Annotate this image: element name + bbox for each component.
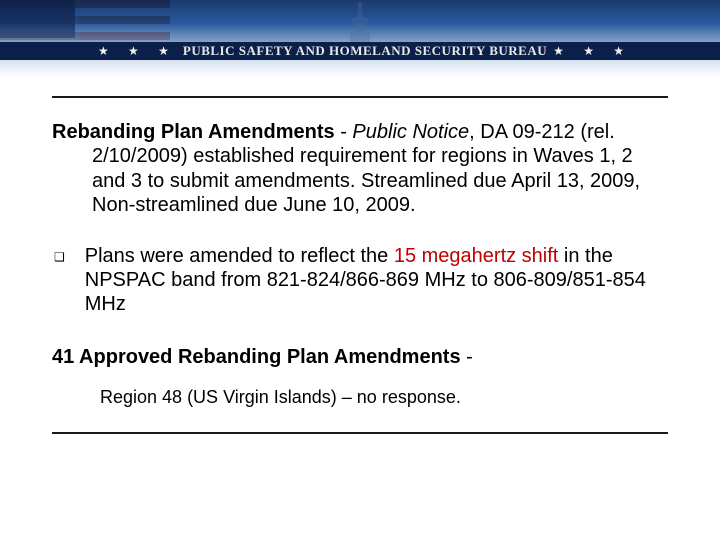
bullet-item: ❑ Plans were amended to reflect the 15 m… bbox=[52, 244, 668, 317]
para1-italic: Public Notice bbox=[352, 121, 469, 143]
para1-heading: Rebanding Plan Amendments bbox=[52, 121, 335, 143]
bullet-icon: ❑ bbox=[52, 244, 65, 317]
approved-amendments-heading: 41 Approved Rebanding Plan Amendments - bbox=[52, 345, 668, 370]
para3-bold: 41 Approved Rebanding Plan Amendments bbox=[52, 346, 461, 368]
region-48-note: Region 48 (US Virgin Islands) – no respo… bbox=[52, 386, 668, 409]
stars-left: ★ ★ ★ bbox=[88, 44, 177, 58]
title-strip: ★ ★ ★ PUBLIC SAFETY AND HOMELAND SECURIT… bbox=[0, 42, 720, 60]
stars-right: ★ ★ ★ bbox=[553, 44, 632, 58]
para1-dash: - bbox=[335, 121, 353, 143]
bottom-divider bbox=[52, 432, 668, 434]
para3-trail: - bbox=[461, 346, 473, 368]
rebanding-amendments-paragraph: Rebanding Plan Amendments - Public Notic… bbox=[52, 120, 668, 218]
header-banner: ★ ★ ★ PUBLIC SAFETY AND HOMELAND SECURIT… bbox=[0, 0, 720, 78]
bureau-title: PUBLIC SAFETY AND HOMELAND SECURITY BURE… bbox=[183, 43, 547, 59]
bullet-pre: Plans were amended to reflect the bbox=[85, 245, 394, 267]
bullet-highlight: 15 megahertz shift bbox=[394, 245, 559, 267]
top-divider bbox=[52, 96, 668, 98]
slide-content: Rebanding Plan Amendments - Public Notic… bbox=[0, 78, 720, 434]
bullet-text: Plans were amended to reflect the 15 meg… bbox=[85, 244, 668, 317]
